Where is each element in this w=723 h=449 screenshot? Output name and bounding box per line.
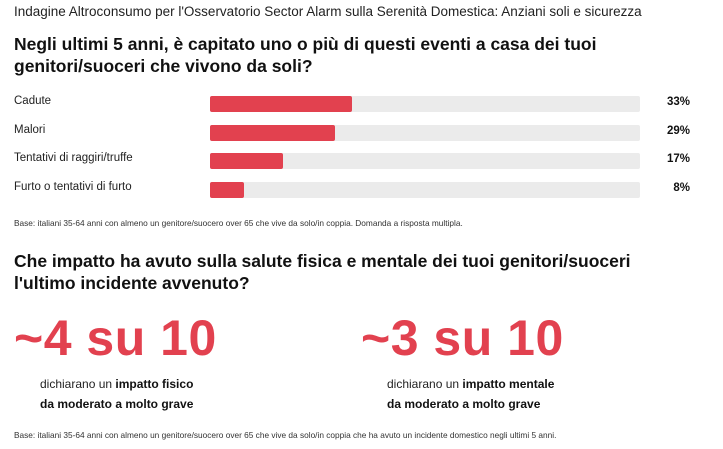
bar-track: [210, 181, 640, 198]
bar-row: Cadute 33%: [14, 93, 704, 122]
bar: [210, 181, 245, 198]
bar-label: Tentativi di raggiri/truffe: [14, 152, 133, 164]
stat-mental-bold-1: impatto mentale: [462, 377, 555, 391]
stat-physical-big: ~4 su 10: [14, 310, 217, 366]
bar-row: Malori 29%: [14, 122, 704, 151]
base-note-2: Base: italiani 35-64 anni con almeno un …: [14, 430, 557, 440]
stat-mental-bold-2: da moderato a molto grave: [387, 397, 541, 411]
bar-track: [210, 153, 640, 169]
stat-physical: ~4 su 10 dichiarano un impatto fisico da…: [14, 308, 217, 414]
bar-value-label: 33%: [666, 96, 690, 108]
question-2-title: Che impatto ha avuto sulla salute fisica…: [14, 250, 694, 294]
stat-mental-desc: dichiarano un impatto mentale da moderat…: [387, 374, 564, 414]
base-note-1: Base: italiani 35-64 anni con almeno un …: [14, 218, 463, 228]
stat-mental-pre: dichiarano un: [387, 377, 463, 391]
stat-mental: ~3 su 10 dichiarano un impatto mentale d…: [361, 308, 564, 414]
bar-label: Malori: [14, 123, 46, 136]
question-2-line-2: l'ultimo incidente avvenuto?: [14, 273, 250, 293]
bar-track: [210, 124, 640, 141]
stat-physical-bold-1: impatto fisico: [115, 377, 194, 391]
question-1-line-1: Negli ultimi 5 anni, è capitato uno o pi…: [14, 34, 597, 54]
bar: [210, 124, 335, 141]
bar: [210, 96, 352, 112]
bar-track: [210, 96, 640, 112]
bar: [210, 153, 284, 169]
stat-physical-bold-2: da moderato a molto grave: [40, 397, 194, 411]
question-1-line-2: genitori/suoceri che vivono da soli?: [14, 56, 313, 76]
bar-chart: Cadute 33% Malori 29% Tentativi di raggiri/t…: [14, 93, 704, 207]
stat-physical-desc: dichiarano un impatto fisico da moderato…: [40, 374, 217, 414]
question-1-title: Negli ultimi 5 anni, è capitato uno o pi…: [14, 33, 674, 77]
stat-mental-big: ~3 su 10: [361, 310, 564, 366]
bar-row: Tentativi di raggiri/truffe 17%: [14, 150, 704, 179]
stat-physical-pre: dichiarano un: [40, 377, 116, 391]
bar-value-label: 29%: [666, 124, 690, 137]
bar-value-label: 17%: [666, 153, 690, 165]
bar-value-label: 8%: [673, 181, 690, 194]
bar-label: Furto o tentativi di furto: [14, 180, 132, 193]
bar-label: Cadute: [14, 95, 52, 107]
survey-header: Indagine Altroconsumo per l'Osservatorio…: [14, 4, 642, 19]
question-2-line-1: Che impatto ha avuto sulla salute fisica…: [14, 251, 631, 271]
bar-row: Furto o tentativi di furto 8%: [14, 179, 704, 208]
